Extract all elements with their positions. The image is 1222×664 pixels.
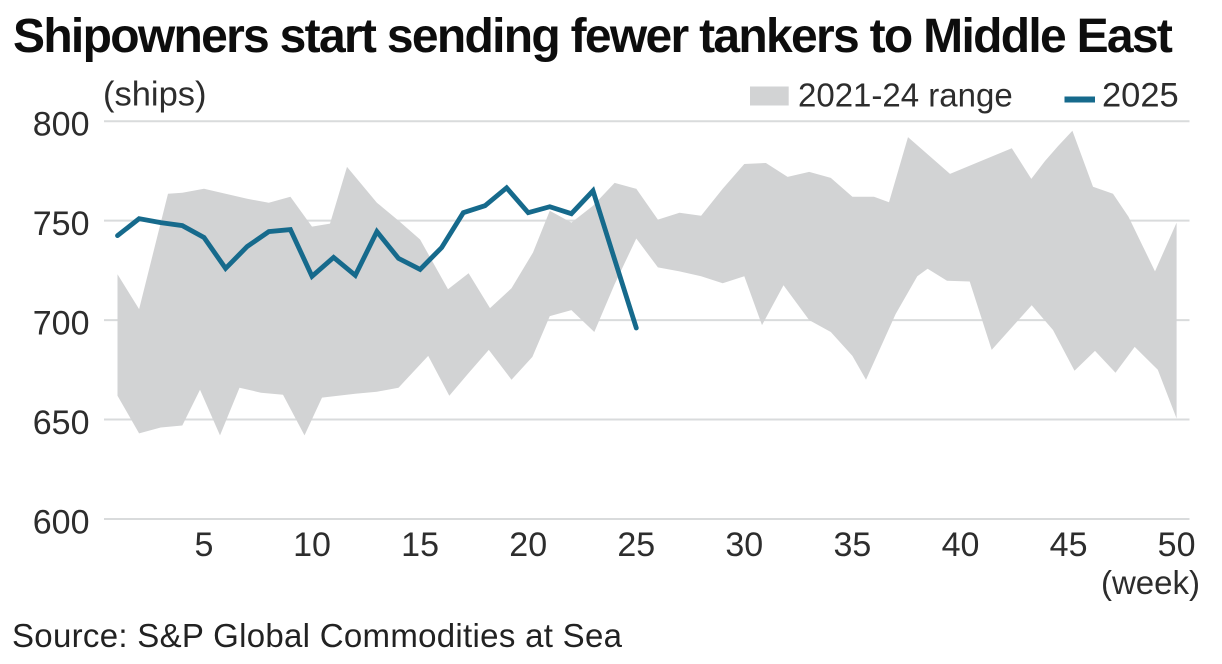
svg-text:50: 50 [1158,526,1196,564]
svg-text:15: 15 [401,526,439,564]
svg-text:20: 20 [509,526,547,564]
svg-text:Shipowners start sending fewer: Shipowners start sending fewer tankers t… [13,10,1173,63]
svg-text:750: 750 [33,205,90,243]
svg-text:5: 5 [195,526,214,564]
svg-text:2025: 2025 [1102,76,1179,114]
svg-text:650: 650 [33,404,90,442]
svg-text:(ships): (ships) [103,76,207,114]
svg-text:35: 35 [833,526,871,564]
svg-text:45: 45 [1050,526,1088,564]
svg-text:(week): (week) [1101,564,1200,601]
svg-text:10: 10 [293,526,331,564]
svg-text:2021-24 range: 2021-24 range [798,76,1013,113]
svg-text:30: 30 [725,526,763,564]
svg-text:700: 700 [33,305,90,343]
svg-text:800: 800 [33,106,90,144]
svg-text:Source: S&P Global Commodities: Source: S&P Global Commodities at Sea [12,617,623,654]
svg-text:600: 600 [33,503,90,541]
svg-text:40: 40 [942,526,980,564]
svg-text:25: 25 [617,526,655,564]
